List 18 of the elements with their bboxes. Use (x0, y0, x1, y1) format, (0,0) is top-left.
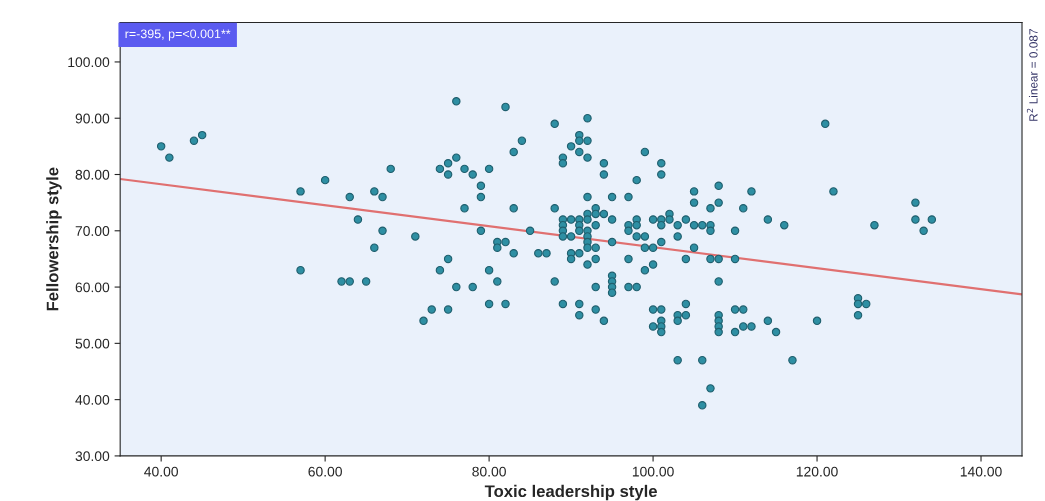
x-tick-label: 60.00 (308, 466, 342, 477)
y-tick-label: 80.00 (75, 169, 110, 180)
y-tick-label: 90.00 (75, 113, 110, 124)
y-tick-label: 60.00 (75, 282, 110, 293)
y-tick-label: 40.00 (75, 394, 110, 405)
y-tick-label: 100.00 (68, 57, 110, 68)
x-tick-label: 140.00 (960, 466, 1002, 477)
y-tick-label: 50.00 (75, 338, 110, 349)
x-axis-title: Toxic leadership style (484, 484, 657, 501)
y-tick-label: 70.00 (75, 226, 110, 236)
y-tick-label: 30.00 (75, 451, 110, 462)
x-tick-label: 40.00 (144, 466, 178, 477)
x-tick-label: 120.00 (796, 466, 838, 477)
x-tick-label: 100.00 (632, 466, 674, 477)
y-axis-title: Fellowership style (46, 167, 62, 311)
annotation: r=-395, p=<0.001** (125, 29, 231, 41)
text: R$^{2}$ Linear = 0.087 (1026, 29, 1038, 121)
x-tick-label: 80.00 (472, 466, 506, 477)
